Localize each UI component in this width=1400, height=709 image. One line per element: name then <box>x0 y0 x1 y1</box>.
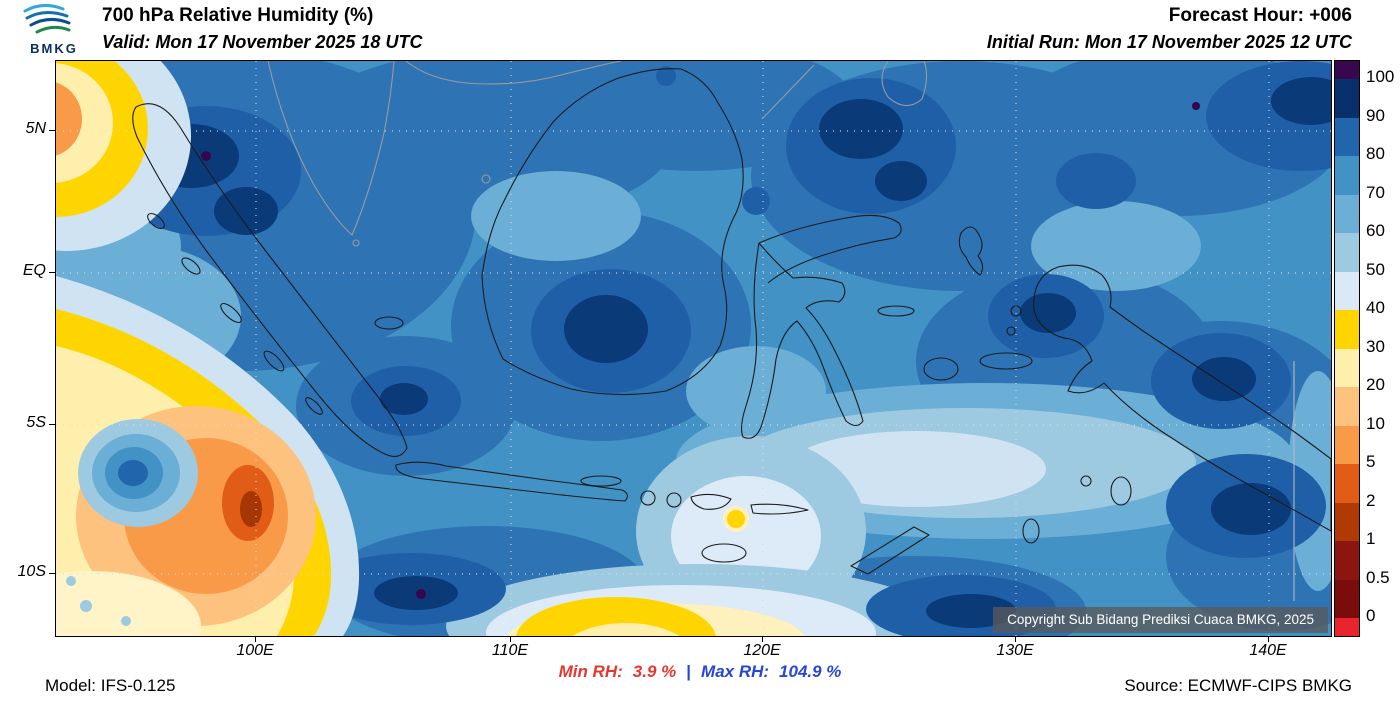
humidity-map <box>56 61 1331 636</box>
min-rh-label: Min RH: <box>558 662 623 681</box>
axis-tick <box>49 130 55 131</box>
lon-label-130e: 130E <box>996 642 1034 659</box>
lon-label-110e: 110E <box>491 642 529 659</box>
colorbar-labels: 100 90 80 70 60 50 40 30 20 10 5 2 1 0.5 0 <box>1366 60 1400 635</box>
min-max-separator: | <box>686 662 692 681</box>
max-rh-value: 104.9 % <box>779 662 842 681</box>
axis-tick <box>1268 636 1269 642</box>
lat-label-eq: EQ <box>22 262 46 279</box>
colorbar-tick-label: 50 <box>1366 259 1385 279</box>
page-title: 700 hPa Relative Humidity (%) <box>102 5 374 26</box>
colorbar-segment <box>1335 387 1359 426</box>
coastlines-neighbouring <box>267 61 928 247</box>
colorbar-segment <box>1335 117 1359 156</box>
colorbar-tick-label: 5 <box>1366 452 1376 471</box>
colorbar-tick-label: 40 <box>1366 298 1385 317</box>
lon-label-140e: 140E <box>1249 642 1287 659</box>
lat-label-5n: 5N <box>25 120 46 137</box>
min-rh-value: 3.9 % <box>632 662 677 681</box>
colorbar-tick-label: 2 <box>1366 490 1376 510</box>
colorbar-segment <box>1335 156 1359 195</box>
colorbar-tick-label: 0.5 <box>1366 567 1390 587</box>
colorbar-tick-label: 20 <box>1366 375 1385 394</box>
axis-tick <box>510 636 511 642</box>
forecast-hour-label: Forecast Hour: +006 <box>1168 5 1352 26</box>
colorbar-segment <box>1335 541 1359 580</box>
lat-label-5s: 5S <box>26 414 46 431</box>
colorbar-segment <box>1335 502 1359 541</box>
bmkg-logo: BMKG <box>10 2 98 58</box>
axis-tick <box>1015 636 1016 642</box>
initial-run-label: Initial Run: Mon 17 November 2025 12 UTC <box>986 32 1352 52</box>
colorbar-tick-label: 100 <box>1366 67 1395 86</box>
rh-field <box>56 61 1331 636</box>
coastlines <box>132 68 1331 575</box>
lon-label-100e: 100E <box>236 642 274 659</box>
colorbar-tick-label: 30 <box>1366 336 1385 356</box>
colorbar-segment <box>1335 618 1359 636</box>
map-frame <box>55 60 1332 637</box>
colorbar-tick-label: 80 <box>1366 144 1385 163</box>
colorbar-tick-label: 60 <box>1366 221 1385 240</box>
colorbar-segment <box>1335 464 1359 503</box>
min-max-line: Min RH: 3.9 % | Max RH: 104.9 % <box>0 662 1400 682</box>
axis-tick <box>762 636 763 642</box>
colorbar-tick-label: 1 <box>1366 529 1376 548</box>
colorbar-segment <box>1335 79 1359 118</box>
bmkg-logo-icon <box>23 4 71 34</box>
valid-time-label: Valid: Mon 17 November 2025 18 UTC <box>102 32 423 52</box>
max-rh: Max RH: 104.9 % <box>701 662 841 681</box>
copyright-overlay: Copyright Sub Bidang Prediksi Cuaca BMKG… <box>993 607 1328 633</box>
colorbar-tick-label: 10 <box>1366 413 1385 433</box>
colorbar-segment <box>1335 310 1359 349</box>
colorbar-segment <box>1335 579 1359 618</box>
colorbar-segment <box>1335 233 1359 272</box>
min-rh: Min RH: 3.9 % <box>559 662 677 681</box>
colorbar-tick-label: 90 <box>1366 105 1385 125</box>
lon-label-120e: 120E <box>743 642 781 659</box>
gridlines <box>56 61 1331 636</box>
colorbar-segment <box>1335 425 1359 464</box>
colorbar-segment <box>1335 194 1359 233</box>
colorbar-segment <box>1335 348 1359 387</box>
colorbar-tick-label: 70 <box>1366 182 1385 202</box>
model-label: Model: IFS-0.125 <box>45 676 176 695</box>
source-label: Source: ECMWF-CIPS BMKG <box>1124 676 1352 695</box>
axis-tick <box>49 424 55 425</box>
colorbar-tick-label: 0 <box>1366 606 1376 625</box>
lat-label-10s: 10S <box>17 563 46 580</box>
colorbar-segment <box>1335 61 1359 79</box>
bmkg-logo-text: BMKG <box>30 41 78 56</box>
max-rh-label: Max RH: <box>701 662 770 681</box>
axis-tick <box>49 272 55 273</box>
colorbar <box>1334 60 1360 637</box>
axis-tick <box>49 573 55 574</box>
axis-tick <box>255 636 256 642</box>
colorbar-segment <box>1335 271 1359 310</box>
